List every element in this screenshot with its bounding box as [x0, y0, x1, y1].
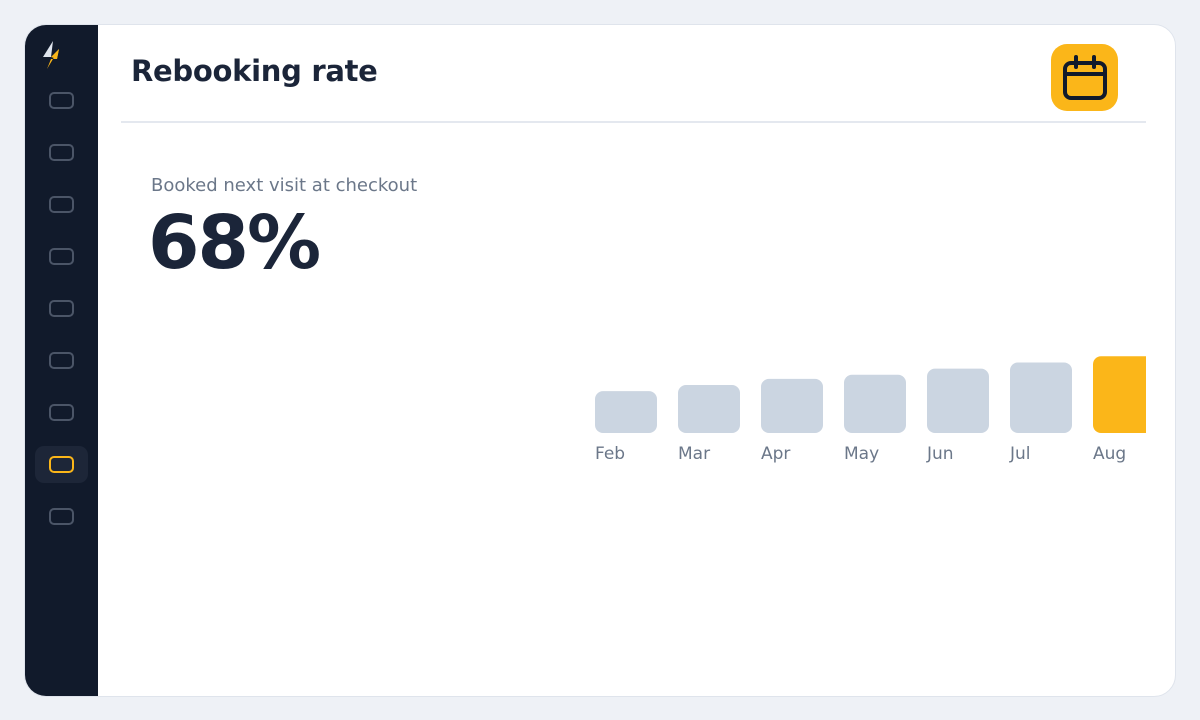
page-title: Rebooking rate	[131, 54, 378, 88]
sidebar-item-1[interactable]	[35, 82, 88, 119]
sidebar-item-7[interactable]	[35, 394, 88, 431]
nav-icon	[49, 248, 74, 265]
sidebar	[25, 25, 98, 696]
sidebar-item-2[interactable]	[35, 134, 88, 171]
x-tick-label: Feb	[595, 444, 626, 464]
bar-apr	[761, 378, 823, 433]
metric-label: Booked next visit at checkout	[151, 175, 418, 196]
bar-chart-plot	[595, 356, 1146, 433]
app-window: Rebooking rate Booked next visit at chec…	[24, 24, 1176, 697]
nav-icon	[49, 300, 74, 317]
calendar-icon	[1062, 54, 1107, 100]
bar-feb	[595, 391, 657, 433]
main-panel: Rebooking rate Booked next visit at chec…	[98, 25, 1175, 696]
nav-icon	[49, 456, 74, 473]
rebooking-bar-chart: Feb Mar Apr May Jun Jul Aug	[581, 275, 1146, 475]
x-tick-label: Aug	[1093, 444, 1127, 464]
x-tick-label: Mar	[678, 444, 711, 464]
nav-icon	[49, 92, 74, 109]
x-tick-label: Apr	[761, 444, 791, 464]
nav-icon	[49, 404, 74, 421]
bolt-icon[interactable]	[39, 39, 67, 71]
calendar-button[interactable]	[1051, 44, 1118, 111]
bar-jun	[927, 368, 989, 433]
sidebar-item-9[interactable]	[35, 498, 88, 535]
nav-icon	[49, 144, 74, 161]
sidebar-item-6[interactable]	[35, 342, 88, 379]
sidebar-item-4[interactable]	[35, 238, 88, 275]
bar-aug	[1093, 356, 1146, 433]
sidebar-item-5[interactable]	[35, 290, 88, 327]
bar-mar	[678, 385, 740, 433]
header-divider	[121, 121, 1146, 123]
x-tick-label: Jul	[1010, 444, 1031, 464]
bar-may	[844, 374, 906, 433]
nav-icon	[49, 508, 74, 525]
nav-icon	[49, 196, 74, 213]
sidebar-item-8[interactable]	[35, 446, 88, 483]
nav-icon	[49, 352, 74, 369]
metric-value: 68%	[148, 200, 321, 286]
sidebar-item-3[interactable]	[35, 186, 88, 223]
x-tick-label: May	[844, 444, 880, 464]
x-tick-label: Jun	[927, 444, 954, 464]
bar-jul	[1010, 362, 1072, 433]
